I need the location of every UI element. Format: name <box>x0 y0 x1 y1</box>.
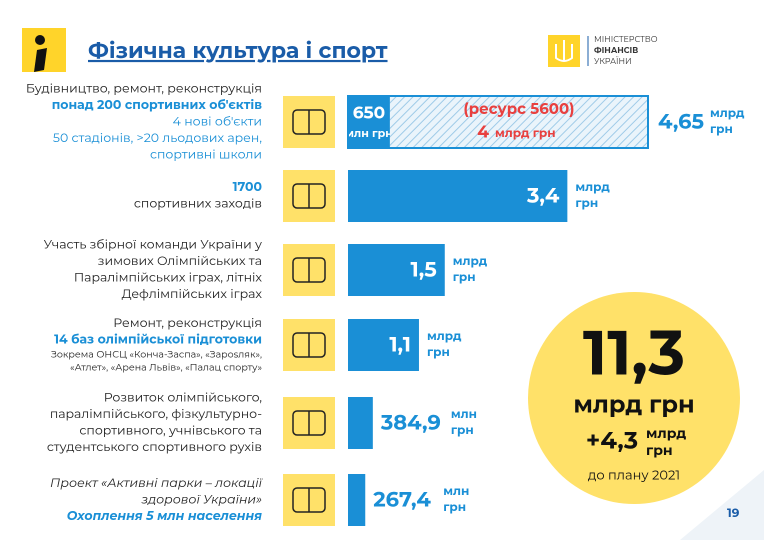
ministry-name: ФІНАНСІВ <box>594 46 638 56</box>
row-text: Будівництво, ремонт, реконструкція <box>26 81 262 96</box>
bar <box>348 319 419 371</box>
ministry-name: УКРАЇНИ <box>594 57 632 67</box>
bar-unit: млрд <box>453 254 488 269</box>
row-text: спортивного, учнівського та <box>79 424 262 439</box>
bar <box>348 244 445 296</box>
row-text: Участь збірної команди України у <box>44 238 262 253</box>
bar-unit: грн <box>451 423 474 438</box>
bar-label: 1,1 <box>389 333 411 358</box>
bar <box>348 474 366 526</box>
bar-unit: млрд <box>427 329 462 344</box>
row-text: Проект «Активні парки – локації <box>50 476 264 491</box>
page-number: 19 <box>727 506 740 521</box>
total-unit: млрд <box>710 106 745 121</box>
bar <box>348 397 373 449</box>
bar-label: 384,9 <box>380 411 441 436</box>
corner-decor <box>680 470 764 540</box>
row-text: здорової України» <box>141 492 262 507</box>
bar-unit: млн <box>451 407 477 422</box>
row-text: Охоплення 5 млн населення <box>67 509 262 524</box>
summary-extra-unit: грн <box>646 441 673 459</box>
row-text: студентського спортивного рухів <box>47 440 262 455</box>
summary-main: 11,3 <box>583 315 685 391</box>
bar-unit: млн <box>443 484 469 499</box>
row-text: 1700 <box>233 180 262 195</box>
row-text: Дефлімпійських іграх <box>122 287 263 302</box>
row-text: «Атлет», «Арена Львів», «Палац спорту» <box>70 363 262 374</box>
bar-unit: млн грн <box>345 126 393 140</box>
row-text: 14 баз олімпійської підготовки <box>54 333 262 348</box>
row-text: Паралімпійських іграх, літніх <box>74 271 263 286</box>
bar-unit: млрд <box>575 180 610 195</box>
bar-total-outline <box>347 95 649 149</box>
row-text: 4 нові об'єкти <box>173 114 262 129</box>
total-label: 4,65 <box>658 110 704 135</box>
bar-label: 267,4 <box>373 488 431 513</box>
summary-unit: млрд грн <box>573 390 694 419</box>
bar-unit: грн <box>575 196 598 211</box>
row-text: спортивні школи <box>150 147 262 162</box>
row-text: 50 стадіонів, >20 льодових арен, <box>53 131 262 146</box>
row-text: понад 200 спортивних об'єктів <box>52 98 262 113</box>
bar-note: (ресурс 5600) <box>463 99 574 118</box>
row-text: спортивних заходів <box>134 197 262 212</box>
row-text: Зокрема ОНСЦ «Конча-Заспа», «Зарosляк», <box>51 350 262 361</box>
summary-note: до плану 2021 <box>588 467 680 483</box>
row-text: Розвиток олімпійського, <box>104 391 262 406</box>
logo-mark <box>34 48 47 72</box>
summary-extra: +4,3 <box>586 426 638 455</box>
summary-extra-unit: млрд <box>646 424 686 442</box>
row-text: паралімпійського, фізкультурно- <box>50 407 262 422</box>
bar-unit: грн <box>443 500 466 515</box>
summary-circle <box>528 292 740 504</box>
bar <box>348 96 390 148</box>
bar-unit: грн <box>453 270 476 285</box>
bar-planned <box>389 96 648 148</box>
bar-label: 650 <box>353 104 386 124</box>
bar-unit: млрд грн <box>495 126 556 141</box>
logo-mark <box>35 35 45 45</box>
bar-label: 1,5 <box>411 258 437 283</box>
row-text: Ремонт, реконструкція <box>113 316 262 331</box>
emblem-trident <box>555 40 573 62</box>
ministry-name: МІНІСТЕРСТВО <box>594 35 658 45</box>
row-text: зимових Олімпійських та <box>98 254 262 269</box>
bar-unit: грн <box>427 345 450 360</box>
bar-label: 4 <box>477 123 489 143</box>
bar <box>348 170 568 222</box>
bar-label: 3,4 <box>526 184 560 209</box>
total-unit: грн <box>710 122 733 137</box>
title: Фізична культура і спорт <box>88 37 388 64</box>
